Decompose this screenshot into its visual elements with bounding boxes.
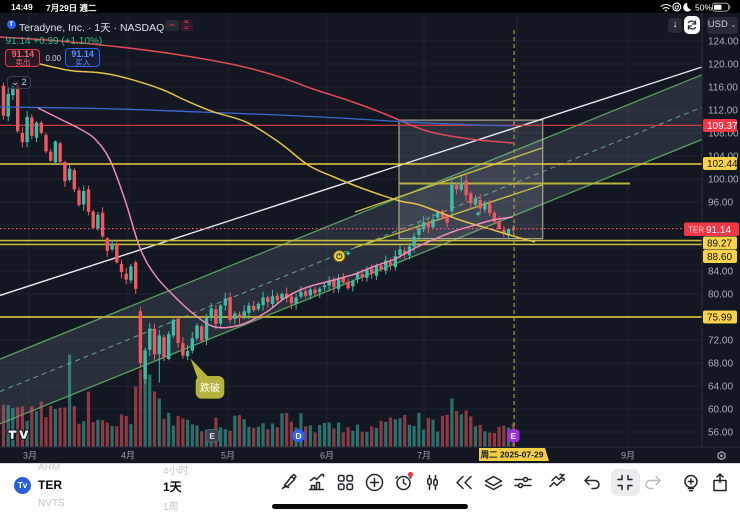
svg-text:120.00: 120.00 xyxy=(708,60,739,71)
svg-text:102.44: 102.44 xyxy=(707,159,738,170)
svg-text:56.00: 56.00 xyxy=(708,428,733,439)
svg-text:4月: 4月 xyxy=(121,451,135,461)
svg-text:跌破: 跌破 xyxy=(200,382,220,395)
svg-text:84.00: 84.00 xyxy=(708,267,733,278)
svg-text:68.00: 68.00 xyxy=(708,359,733,370)
svg-text:89.27: 89.27 xyxy=(707,239,732,250)
svg-text:112.00: 112.00 xyxy=(708,106,738,117)
svg-text:88.60: 88.60 xyxy=(707,252,732,263)
svg-text:周二 2025-07-29: 周二 2025-07-29 xyxy=(481,450,544,460)
svg-text:5月: 5月 xyxy=(221,451,235,461)
svg-text:TER: TER xyxy=(688,225,704,234)
svg-text:50%: 50% xyxy=(695,2,712,12)
svg-text:✦: ✦ xyxy=(474,209,482,219)
svg-text:116.00: 116.00 xyxy=(708,83,738,94)
svg-text:3月: 3月 xyxy=(23,451,37,461)
svg-text:91.14: 91.14 xyxy=(706,225,731,236)
svg-text:72.00: 72.00 xyxy=(708,336,733,347)
svg-text:80.00: 80.00 xyxy=(708,290,733,301)
svg-text:64.00: 64.00 xyxy=(708,382,733,393)
svg-text:✦: ✦ xyxy=(344,249,352,259)
svg-text:D: D xyxy=(295,431,301,441)
svg-text:7月: 7月 xyxy=(417,451,431,461)
svg-text:6月: 6月 xyxy=(320,451,334,461)
svg-text:E: E xyxy=(209,431,215,441)
svg-text:124.00: 124.00 xyxy=(708,37,739,48)
svg-text:96.00: 96.00 xyxy=(708,198,733,209)
svg-text:109.37: 109.37 xyxy=(707,121,738,132)
svg-text:100.00: 100.00 xyxy=(708,175,739,186)
svg-text:108.00: 108.00 xyxy=(708,129,739,140)
svg-text:75.99: 75.99 xyxy=(707,313,732,324)
svg-text:E: E xyxy=(510,431,516,441)
svg-text:9月: 9月 xyxy=(621,451,635,461)
svg-text:60.00: 60.00 xyxy=(708,405,733,416)
